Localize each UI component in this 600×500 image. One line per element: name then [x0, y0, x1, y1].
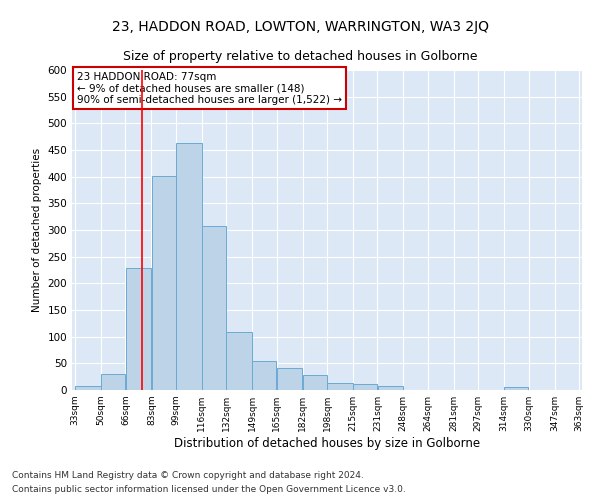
Bar — [152, 176, 176, 390]
Bar — [327, 382, 353, 390]
Text: Size of property relative to detached houses in Golborne: Size of property relative to detached ho… — [123, 50, 477, 63]
Y-axis label: Number of detached properties: Number of detached properties — [32, 148, 42, 312]
Text: 23, HADDON ROAD, LOWTON, WARRINGTON, WA3 2JQ: 23, HADDON ROAD, LOWTON, WARRINGTON, WA3… — [112, 20, 488, 34]
X-axis label: Distribution of detached houses by size in Golborne: Distribution of detached houses by size … — [174, 437, 480, 450]
Bar — [505, 388, 529, 390]
Bar — [277, 368, 302, 390]
Bar — [253, 361, 277, 390]
Bar — [303, 375, 327, 390]
Bar — [226, 332, 252, 390]
Bar — [176, 143, 202, 390]
Bar — [353, 384, 377, 390]
Text: 23 HADDON ROAD: 77sqm
← 9% of detached houses are smaller (148)
90% of semi-deta: 23 HADDON ROAD: 77sqm ← 9% of detached h… — [77, 72, 342, 105]
Bar — [101, 374, 125, 390]
Text: Contains HM Land Registry data © Crown copyright and database right 2024.: Contains HM Land Registry data © Crown c… — [12, 470, 364, 480]
Bar — [125, 268, 151, 390]
Text: Contains public sector information licensed under the Open Government Licence v3: Contains public sector information licen… — [12, 486, 406, 494]
Bar — [202, 226, 226, 390]
Bar — [75, 386, 101, 390]
Bar — [377, 386, 403, 390]
